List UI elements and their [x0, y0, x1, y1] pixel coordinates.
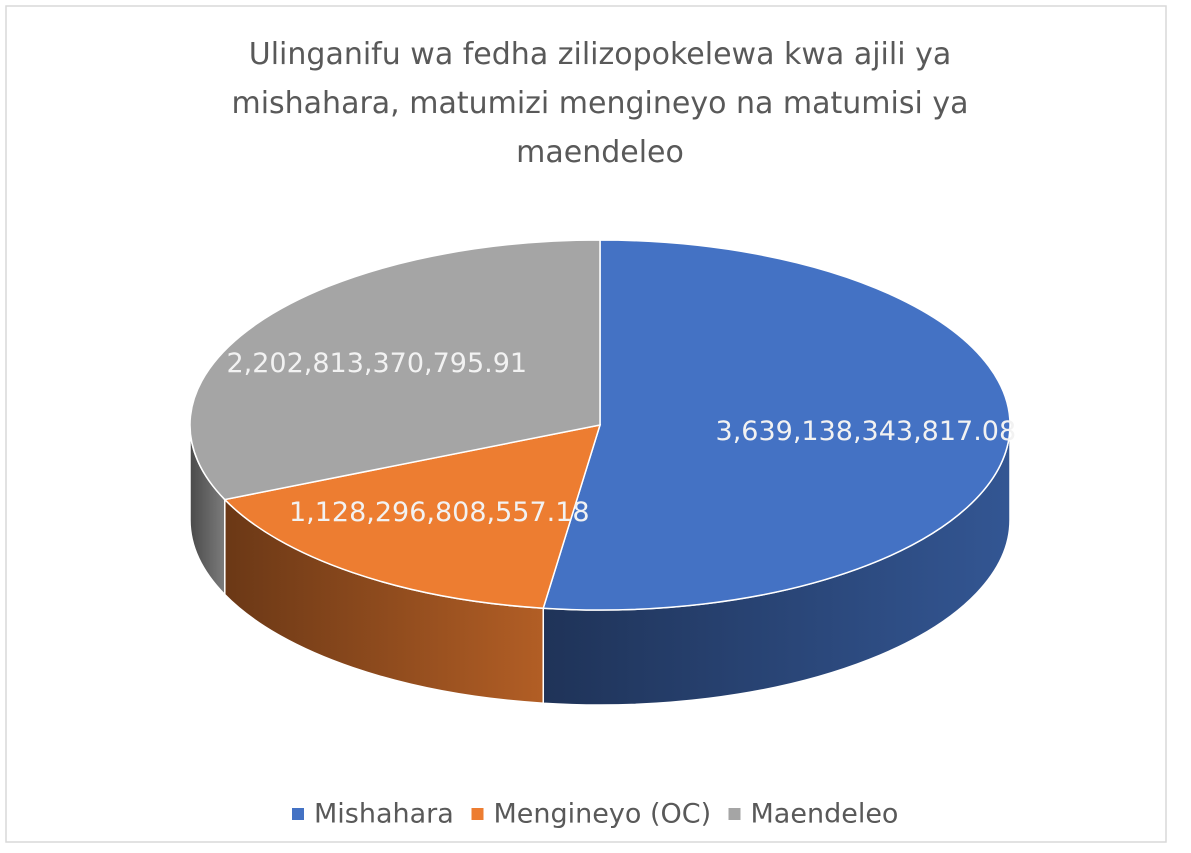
data-label: 2,202,813,370,795.91	[226, 348, 527, 379]
chart-title: Ulinganifu wa fedha zilizopokelewa kwa a…	[231, 37, 968, 170]
pie-slice	[189, 239, 601, 501]
data-label: 3,639,138,343,817.08	[716, 416, 1017, 447]
legend-label: Mengineyo (OC)	[494, 799, 712, 830]
legend-label: Maendeleo	[751, 799, 899, 830]
pie-slice	[542, 239, 1011, 611]
legend-marker	[471, 808, 484, 820]
legend-marker	[728, 808, 741, 820]
data-label: 1,128,296,808,557.18	[289, 497, 590, 528]
legend-marker	[292, 808, 304, 820]
legend-label: Mishahara	[314, 799, 454, 830]
pie-slice	[223, 424, 602, 610]
